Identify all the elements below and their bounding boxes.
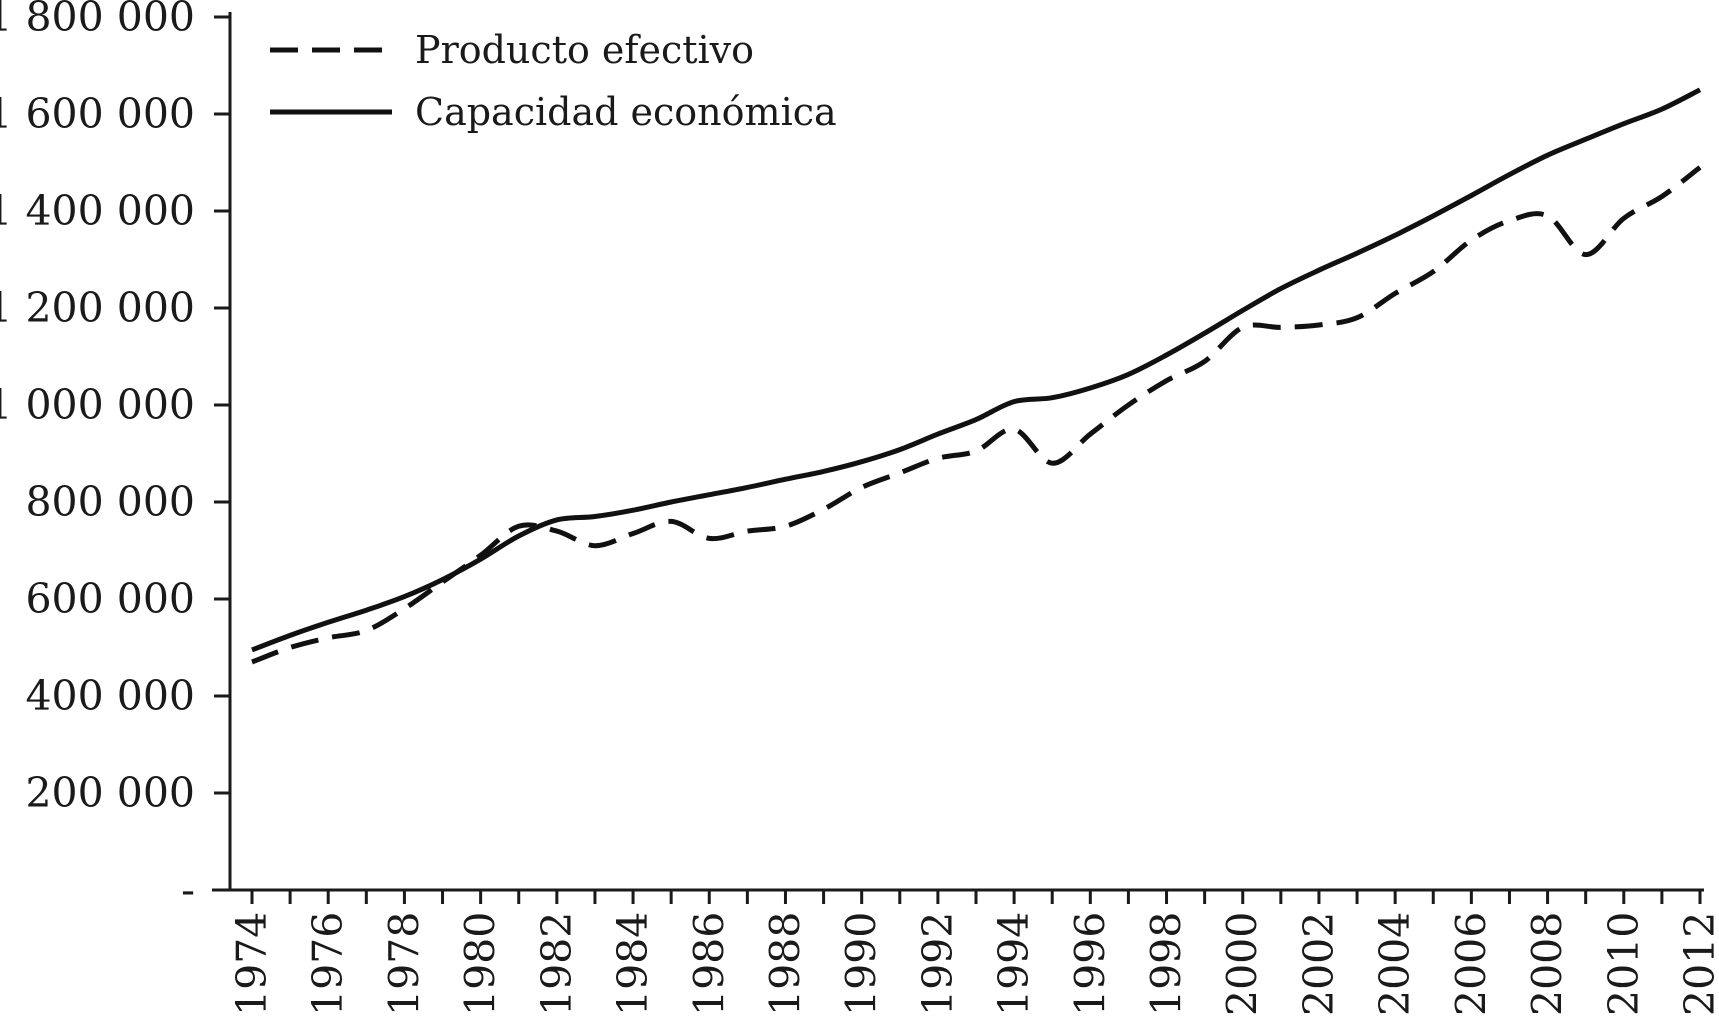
x-tick-label: 2002	[1295, 912, 1343, 1016]
x-tick-label: 2008	[1524, 912, 1572, 1016]
x-tick-label: 1988	[761, 912, 809, 1016]
y-tick-label: -	[181, 866, 195, 914]
legend-label: Capacidad económica	[415, 90, 837, 134]
x-tick-label: 1982	[533, 912, 581, 1016]
x-tick-label: 1996	[1066, 912, 1114, 1016]
x-axis: 1974 1976 1978 1980 1982 1984 1986 1988 1990 1992…	[212, 888, 1719, 1016]
x-tick-label: 1980	[457, 912, 505, 1016]
legend: Producto efectivo Capacidad económica	[270, 28, 837, 134]
x-tick-label: 2004	[1371, 912, 1419, 1016]
x-tick-label: 1994	[990, 912, 1038, 1016]
x-tick-label: 1990	[838, 912, 886, 1016]
y-tick-label: 1 400 000	[0, 187, 195, 235]
y-tick-label: 1 600 000	[0, 90, 195, 138]
x-tick-label: 1974	[228, 912, 276, 1016]
y-tick-label: 1 800 000	[0, 0, 195, 41]
x-tick-label: 1976	[304, 912, 352, 1016]
series-line-producto-efectivo	[251, 165, 1702, 665]
y-ticks: - 200 000 400 000 600 000 800 000 1 000 000 1 …	[0, 0, 230, 914]
x-tick-label: 2012	[1676, 912, 1719, 1016]
x-tick-label: 1978	[380, 912, 428, 1016]
y-tick-label: 600 000	[25, 575, 195, 623]
x-tick-label: 1984	[609, 912, 657, 1016]
x-tick-label: 2010	[1600, 912, 1648, 1016]
x-tick-label: 2000	[1219, 912, 1267, 1016]
legend-label: Producto efectivo	[415, 28, 754, 72]
y-axis: - 200 000 400 000 600 000 800 000 1 000 000 1 …	[0, 0, 232, 914]
x-tick-label: 1992	[914, 912, 962, 1016]
series-line-capacidad-economica	[251, 87, 1702, 653]
x-ticks: 1974 1976 1978 1980 1982 1984 1986 1988 1990 1992…	[228, 890, 1719, 1016]
series-lines	[251, 87, 1702, 665]
y-tick-label: 400 000	[25, 672, 195, 720]
y-tick-label: 800 000	[25, 478, 195, 526]
y-tick-label: 200 000	[25, 769, 195, 817]
y-tick-label: 1 200 000	[0, 284, 195, 332]
x-tick-label: 2006	[1447, 912, 1495, 1016]
x-tick-label: 1998	[1143, 912, 1191, 1016]
y-tick-label: 1 000 000	[0, 381, 195, 429]
x-tick-label: 1986	[685, 912, 733, 1016]
